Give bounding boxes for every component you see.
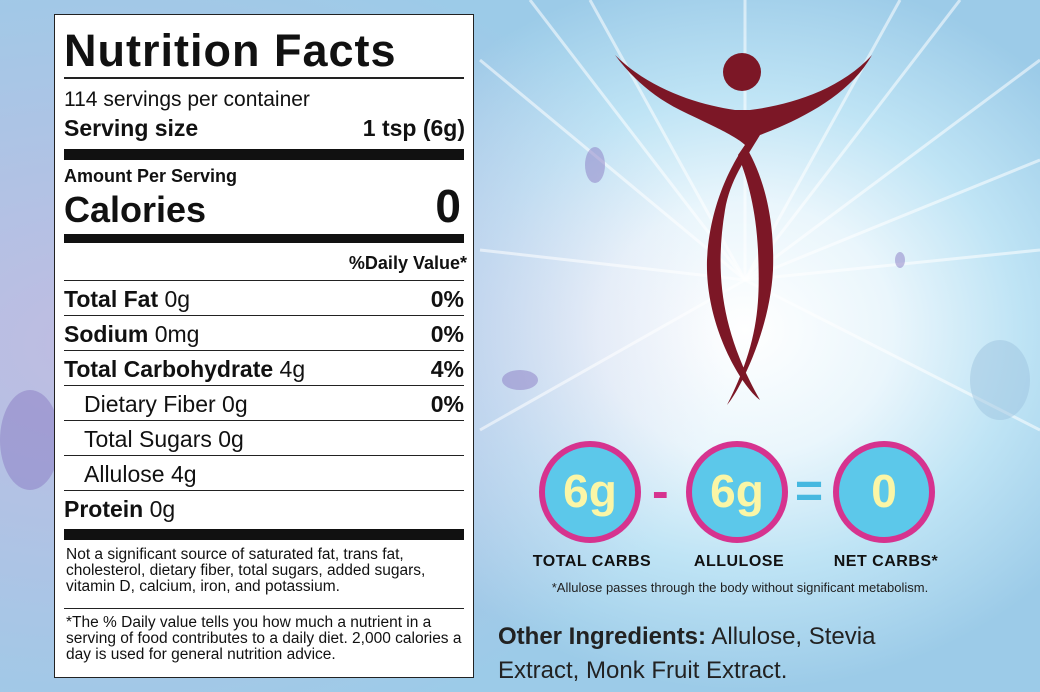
nutrient-amount: 0g: [218, 426, 244, 452]
equation-value: 6g: [563, 465, 617, 517]
rule: [64, 385, 464, 386]
nutrient-name: Dietary Fiber: [84, 391, 216, 417]
equation-value: 0: [871, 465, 897, 517]
daily-value: 0%: [430, 286, 464, 312]
calories-label: Calories: [64, 189, 207, 230]
rule: [64, 77, 464, 79]
serving-size: 1 tsp (6g): [362, 115, 465, 141]
nutrient-name: Total Fat: [64, 286, 159, 312]
nutrient-row: Dietary Fiber 0g 0%: [64, 388, 464, 420]
daily-value: 4%: [430, 356, 464, 382]
nutrient-amount: 0g: [164, 286, 191, 312]
equation-value: 6g: [710, 465, 764, 517]
title: Nutrition Facts: [64, 25, 397, 76]
nutrient-row: Total Fat 0g 0%: [64, 283, 464, 315]
nutrient-name: Protein: [64, 496, 144, 522]
rule: [64, 608, 464, 609]
nutrient-amount: 0g: [222, 391, 248, 417]
rule: [64, 420, 464, 421]
equation-footnote: *Allulose passes through the body withou…: [551, 580, 929, 595]
nutrient-name: Total Sugars: [84, 426, 212, 452]
ingredients-text: Allulose, Stevia Extract, Monk Fruit Ext…: [498, 623, 876, 684]
rule: [64, 280, 464, 281]
figure-logo: [615, 53, 872, 405]
rule: [64, 315, 464, 316]
nutrient-amount: 4g: [279, 356, 306, 382]
nutrition-panel: Nutrition Facts 114 servings per contain…: [54, 14, 474, 678]
servings: 114 servings per container: [64, 88, 310, 111]
equation-label: NET CARBS*: [833, 553, 939, 570]
footnote: *The % Daily value tells you how much a …: [66, 614, 462, 663]
ingredients-label: Other Ingredients:: [498, 623, 707, 650]
minus-sign: -: [652, 463, 669, 519]
nutrient-row: Protein 0g: [64, 493, 464, 525]
nutrient-row: Total Sugars 0g: [64, 423, 464, 455]
thick-bar: [64, 234, 464, 243]
nutrient-amount: 0mg: [154, 321, 200, 347]
daily-value: 0%: [430, 321, 464, 347]
nutrient-name: Allulose: [84, 461, 165, 487]
calories-value: 0: [435, 180, 461, 232]
nutrient-amount: 4g: [170, 461, 197, 487]
daily-value-header: %Daily Value*: [348, 253, 467, 273]
equals-sign: =: [795, 465, 824, 518]
rule: [64, 490, 464, 491]
nutrient-amount: 0g: [149, 496, 176, 522]
nutrient-row: Allulose 4g: [64, 458, 464, 490]
footnote: Not a significant source of saturated fa…: [66, 546, 426, 595]
rule: [64, 455, 464, 456]
equation-label: TOTAL CARBS: [532, 553, 652, 570]
ingredients: Other Ingredients: Allulose, Stevia Extr…: [498, 620, 918, 688]
equation-circles: [539, 441, 935, 543]
amount-per-serving: Amount Per Serving: [64, 166, 238, 186]
serving-size-label: Serving size: [64, 115, 199, 141]
daily-value: 0%: [430, 391, 464, 417]
thick-bar: [64, 529, 464, 540]
nutrient-name: Total Carbohydrate: [64, 356, 274, 382]
nutrient-name: Sodium: [64, 321, 149, 347]
nutrient-row: Sodium 0mg 0%: [64, 318, 464, 350]
thick-bar: [64, 149, 464, 160]
equation-label: ALLULOSE: [693, 553, 785, 570]
rule: [64, 350, 464, 351]
paint-splashes: [0, 147, 1030, 490]
nutrient-row: Total Carbohydrate 4g 4%: [64, 353, 464, 385]
